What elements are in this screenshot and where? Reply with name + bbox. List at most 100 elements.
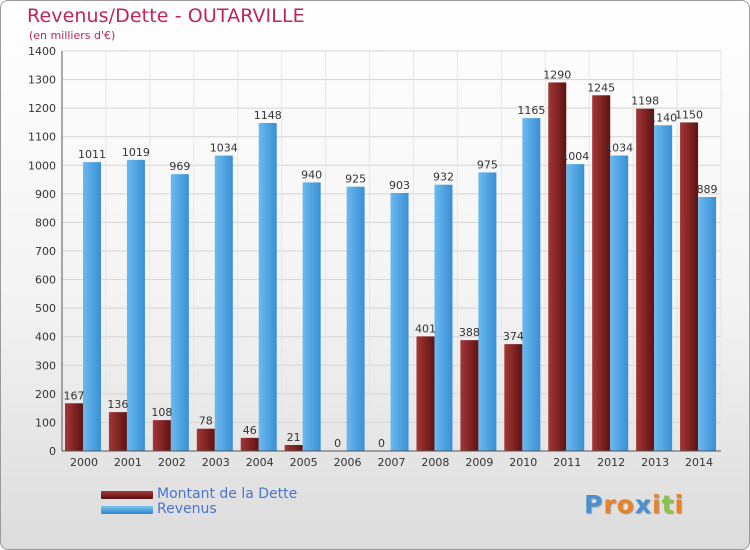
data-label-revenus: 889	[697, 183, 718, 196]
chart-subtitle: (en milliers d'€)	[29, 29, 116, 42]
bar-revenus	[390, 193, 409, 451]
logo-letter: P	[584, 490, 604, 519]
data-label-dette: 1198	[631, 95, 659, 108]
bar-dette	[680, 122, 699, 451]
data-label-dette: 78	[199, 415, 213, 428]
chart-title: Revenus/Dette - OUTARVILLE	[27, 5, 305, 27]
y-tick-label: 200	[35, 388, 56, 401]
data-label-revenus: 975	[477, 158, 498, 171]
y-tick-label: 1200	[28, 102, 56, 115]
bar-revenus	[258, 123, 277, 451]
data-label-dette: 46	[243, 424, 257, 437]
bar-revenus	[478, 172, 497, 451]
x-tick-label: 2010	[509, 456, 537, 469]
x-tick-label: 2009	[465, 456, 493, 469]
bar-revenus	[302, 182, 321, 451]
x-tick-label: 2012	[597, 456, 625, 469]
bar-dette	[548, 82, 567, 451]
logo-letter: x	[634, 490, 652, 519]
axes: 0100200300400500600700800900100011001200…	[28, 45, 721, 469]
data-label-dette: 1150	[675, 108, 703, 121]
data-label-revenus: 1165	[517, 104, 545, 117]
y-tick-label: 1000	[28, 159, 56, 172]
y-tick-label: 800	[35, 216, 56, 229]
y-tick-label: 1400	[28, 45, 56, 58]
data-label-dette: 108	[151, 406, 172, 419]
data-label-revenus: 969	[169, 160, 190, 173]
bar-revenus	[434, 184, 453, 451]
bar-dette	[592, 95, 611, 452]
x-tick-label: 2011	[553, 456, 581, 469]
legend-swatch-dette	[101, 491, 153, 499]
bar-dette	[240, 437, 259, 451]
y-tick-label: 400	[35, 331, 56, 344]
data-label-dette: 388	[459, 326, 480, 339]
bar-dette	[152, 420, 171, 451]
x-tick-label: 2008	[421, 456, 449, 469]
bar-dette	[504, 344, 523, 451]
x-tick-label: 2003	[202, 456, 230, 469]
logo-letter: i	[674, 490, 685, 519]
x-tick-label: 2005	[290, 456, 318, 469]
x-tick-label: 2006	[334, 456, 362, 469]
data-label-dette: 136	[107, 398, 128, 411]
logo-letter: o	[616, 490, 635, 519]
bar-revenus	[83, 162, 101, 451]
legend-label-dette: Montant de la Dette	[157, 486, 298, 502]
x-tick-label: 2004	[246, 456, 274, 469]
data-label-dette: 21	[287, 431, 301, 444]
legend-swatch-revenus	[101, 506, 153, 514]
bar-revenus	[346, 186, 365, 451]
data-label-revenus: 1140	[649, 111, 677, 124]
proxiti-logo: Proxiti	[584, 490, 684, 519]
y-tick-label: 100	[35, 416, 56, 429]
data-label-revenus: 1019	[122, 146, 150, 159]
y-tick-label: 500	[35, 302, 56, 315]
data-label-revenus: 1011	[78, 148, 106, 161]
data-label-dette: 0	[378, 437, 385, 450]
x-tick-label: 2013	[641, 456, 669, 469]
x-tick-label: 2000	[70, 456, 98, 469]
data-label-revenus: 940	[301, 168, 322, 181]
data-label-revenus: 1034	[605, 142, 633, 155]
data-labels: 167 1011 136 1019 108 969 78 1034 46 1148 21 940 0 92…	[64, 68, 718, 450]
bars	[65, 82, 717, 452]
bar-dette	[416, 336, 435, 451]
y-tick-label: 0	[49, 445, 56, 458]
logo-letter: r	[603, 490, 617, 519]
bar-revenus	[698, 197, 717, 451]
bar-dette	[65, 403, 83, 451]
x-tick-label: 2007	[378, 456, 406, 469]
data-label-dette: 1290	[543, 68, 571, 81]
bar-dette	[108, 412, 127, 451]
logo-letter: i	[652, 490, 662, 519]
bar-revenus	[126, 159, 145, 451]
y-tick-label: 300	[35, 359, 56, 372]
data-label-revenus: 932	[433, 171, 454, 184]
data-label-dette: 401	[415, 322, 436, 335]
bar-revenus	[566, 164, 585, 451]
y-tick-label: 700	[35, 245, 56, 258]
bar-dette	[196, 428, 215, 451]
y-tick-label: 600	[35, 274, 56, 287]
data-label-dette: 1245	[587, 81, 615, 94]
bar-revenus	[610, 155, 629, 452]
data-label-revenus: 1148	[254, 109, 282, 122]
data-label-revenus: 1034	[210, 142, 238, 155]
y-tick-label: 1100	[28, 131, 56, 144]
bar-revenus	[214, 155, 233, 452]
data-label-revenus: 903	[389, 179, 410, 192]
bar-revenus	[170, 174, 189, 451]
data-label-dette: 0	[334, 437, 341, 450]
bar-dette	[284, 445, 303, 451]
legend-label-revenus: Revenus	[157, 501, 217, 517]
data-label-dette: 167	[64, 389, 85, 402]
data-label-revenus: 1004	[561, 150, 589, 163]
data-label-revenus: 925	[345, 173, 366, 186]
data-label-dette: 374	[503, 330, 524, 343]
y-tick-label: 1300	[28, 74, 56, 87]
bar-dette	[460, 340, 479, 451]
x-tick-label: 2001	[114, 456, 142, 469]
